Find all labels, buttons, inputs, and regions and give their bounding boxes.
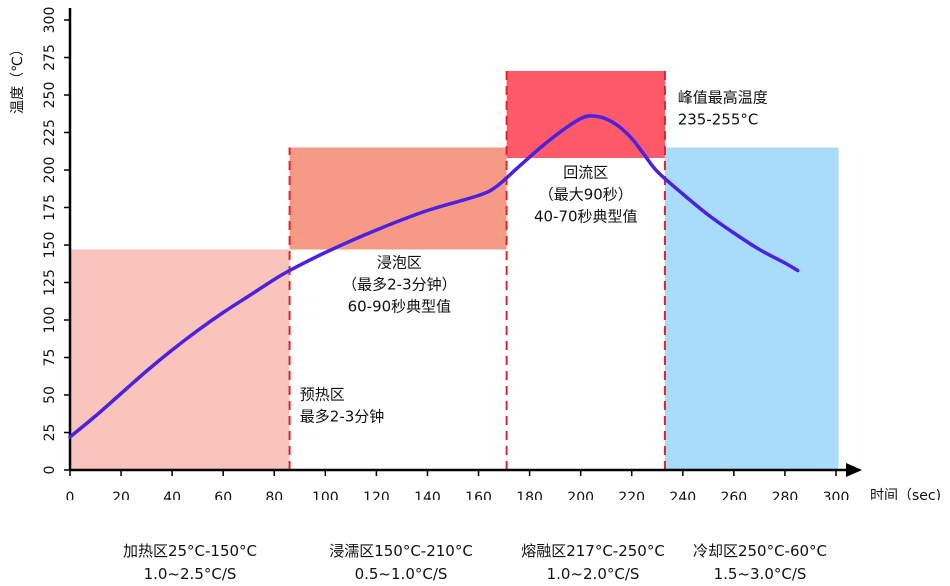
x-tick-label: 40 [163, 490, 181, 500]
series-line-0 [68, 114, 800, 439]
zone-rect-3 [664, 147, 839, 470]
annotation-text: （最大90秒） [539, 186, 633, 204]
x-tick-label: 180 [516, 490, 543, 500]
x-tick-label: 20 [112, 490, 130, 500]
annotation-text: 预热区 [300, 386, 345, 404]
annotation-text: 浸泡区 [377, 254, 422, 272]
annotation-text: 峰值最高温度 [678, 89, 768, 107]
y-tick-label: 25 [42, 424, 58, 442]
annotation-text: 60-90秒典型值 [348, 298, 452, 316]
zone-rect-2 [506, 71, 665, 158]
soak-zone-title: 浸濡区150°C-210°C [329, 542, 473, 560]
cooling-zone-label: 冷却区250°C-60°C 1.5~3.0°C/S [650, 540, 870, 586]
soak-zone-label: 浸濡区150°C-210°C 0.5~1.0°C/S [291, 540, 511, 586]
annotation-text: 235-255°C [678, 111, 759, 129]
y-tick-label: 300 [42, 7, 58, 34]
soak-zone-rate: 0.5~1.0°C/S [354, 565, 448, 583]
melt-zone-title: 熔融区217°C-250°C [521, 542, 665, 560]
tick-labels: 0 20 40 60 80 100 120 140 160 180 200 220 240 260 280 3… [42, 7, 849, 500]
annotation-text: （最多2-3分钟） [342, 276, 457, 294]
y-tick-label: 0 [42, 466, 58, 475]
heating-zone-rate: 1.0~2.5°C/S [143, 565, 237, 583]
x-tick-label: 260 [720, 490, 747, 500]
x-tick-label: 80 [265, 490, 283, 500]
axes [64, 8, 862, 477]
cooling-zone-rate: 1.5~3.0°C/S [713, 565, 807, 583]
x-tick-label: 120 [363, 490, 390, 500]
x-tick-label: 100 [312, 490, 339, 500]
x-tick-label: 240 [669, 490, 696, 500]
y-tick-label: 275 [42, 44, 58, 71]
annotation-text: 40-70秒典型值 [534, 208, 638, 226]
reflow-profile-chart: 0 20 40 60 80 100 120 140 160 180 200 220 240 260 280 3… [10, 7, 941, 500]
y-tick-label: 100 [42, 307, 58, 334]
temperature-curve [68, 114, 800, 439]
y-tick-label: 75 [42, 349, 58, 367]
y-tick-label: 125 [42, 269, 58, 296]
x-tick-label: 160 [465, 490, 492, 500]
y-tick-label: 175 [42, 194, 58, 221]
heating-zone-label: 加热区25°C-150°C 1.0~2.5°C/S [80, 540, 300, 586]
annotation-text: 最多2-3分钟 [300, 408, 385, 426]
x-tick-label: 60 [214, 490, 232, 500]
x-tick-label: 140 [414, 490, 441, 500]
zone-boundaries [288, 71, 666, 470]
heating-zone-title: 加热区25°C-150°C [122, 542, 258, 560]
annotation-text: 回流区 [563, 164, 608, 182]
y-tick-label: 150 [42, 232, 58, 259]
y-tick-label: 50 [42, 386, 58, 404]
melt-zone-rate: 1.0~2.0°C/S [546, 565, 640, 583]
x-tick-label: 0 [66, 490, 75, 500]
zone-rect-0 [70, 249, 290, 470]
x-axis-arrow [846, 463, 862, 477]
y-tick-label: 250 [42, 82, 58, 109]
x-axis-label: 时间（sec) [870, 488, 941, 500]
x-tick-label: 200 [567, 490, 594, 500]
zones-layer [70, 71, 839, 470]
y-tick-label: 200 [42, 157, 58, 184]
x-tick-label: 300 [823, 490, 850, 500]
melt-zone-label: 熔融区217°C-250°C 1.0~2.0°C/S [483, 540, 703, 586]
y-axis-label: 温度（℃） [10, 42, 26, 114]
cooling-zone-title: 冷却区250°C-60°C [692, 542, 828, 560]
x-tick-label: 220 [618, 490, 645, 500]
x-tick-label: 280 [772, 490, 799, 500]
y-tick-label: 225 [42, 119, 58, 146]
